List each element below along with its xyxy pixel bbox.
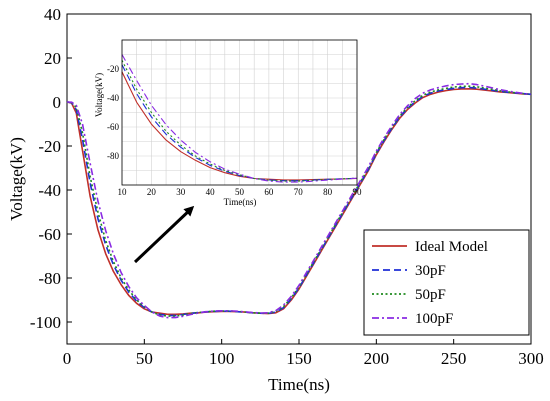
y-tick-label: 20 [44,49,61,68]
inset-y-axis-title: Voltage(kV) [94,73,104,117]
main-series-group [66,82,532,319]
y-tick-label: -80 [38,269,61,288]
y-tick-label: 0 [53,93,62,112]
x-tick-label: 50 [136,349,153,368]
inset-series-line [121,60,358,182]
inset-x-axis-title: Time(ns) [224,197,257,207]
inset-tick-labels: 10 20 30 40 50 60 70 80 90 -20 -40 -60 -80 [107,64,362,197]
legend-label: 50pF [415,287,446,303]
inset-y-tick-label: -80 [107,151,119,161]
x-tick-label: 150 [286,349,312,368]
y-tick-label: 40 [44,5,61,24]
y-tick-label: -20 [38,137,61,156]
series-line [66,86,532,317]
legend-label: 100pF [415,311,453,327]
inset-x-tick-label: 40 [206,187,216,197]
inset-x-tick-label: 70 [294,187,304,197]
zoom-arrow [133,205,195,264]
inset-y-tick-label: -60 [107,122,119,132]
inset-y-tick-label: -20 [107,64,119,74]
legend-label: Ideal Model [415,239,488,255]
x-axis-title: Time(ns) [268,375,330,394]
inset-y-tick-label: -40 [107,93,119,103]
y-tick-label: -40 [38,181,61,200]
y-axis-title: Voltage(kV) [7,137,26,221]
x-tick-label: 100 [209,349,235,368]
series-line [66,85,532,317]
inset-x-tick-label: 60 [264,187,274,197]
inset-plot-frame [121,39,358,186]
inset-x-tick-label: 50 [235,187,245,197]
y-tick-label: -60 [38,225,61,244]
inset-series-group [121,54,358,183]
x-tick-label: 250 [441,349,467,368]
x-tick-label: 0 [63,349,72,368]
legend-label: 30pF [415,263,446,279]
inset-x-tick-label: 10 [118,187,128,197]
x-tick-label: 200 [364,349,390,368]
y-tick-label: -100 [30,313,61,332]
main-plot: 0 50 100 150 200 250 30040200-20-40-60-80-100 … [7,5,544,394]
series-line [66,82,532,319]
inset-x-tick-label: 90 [353,187,363,197]
legend: Ideal Model 30pF 50pF 100pF [363,229,530,336]
inset-plot: 10 20 30 40 50 60 70 80 90-20-40-60-80 Time(ns) … [94,39,362,207]
x-tick-label: 300 [518,349,544,368]
inset-x-tick-label: 20 [147,187,157,197]
inset-x-tick-label: 30 [176,187,186,197]
inset-x-tick-label: 80 [323,187,333,197]
